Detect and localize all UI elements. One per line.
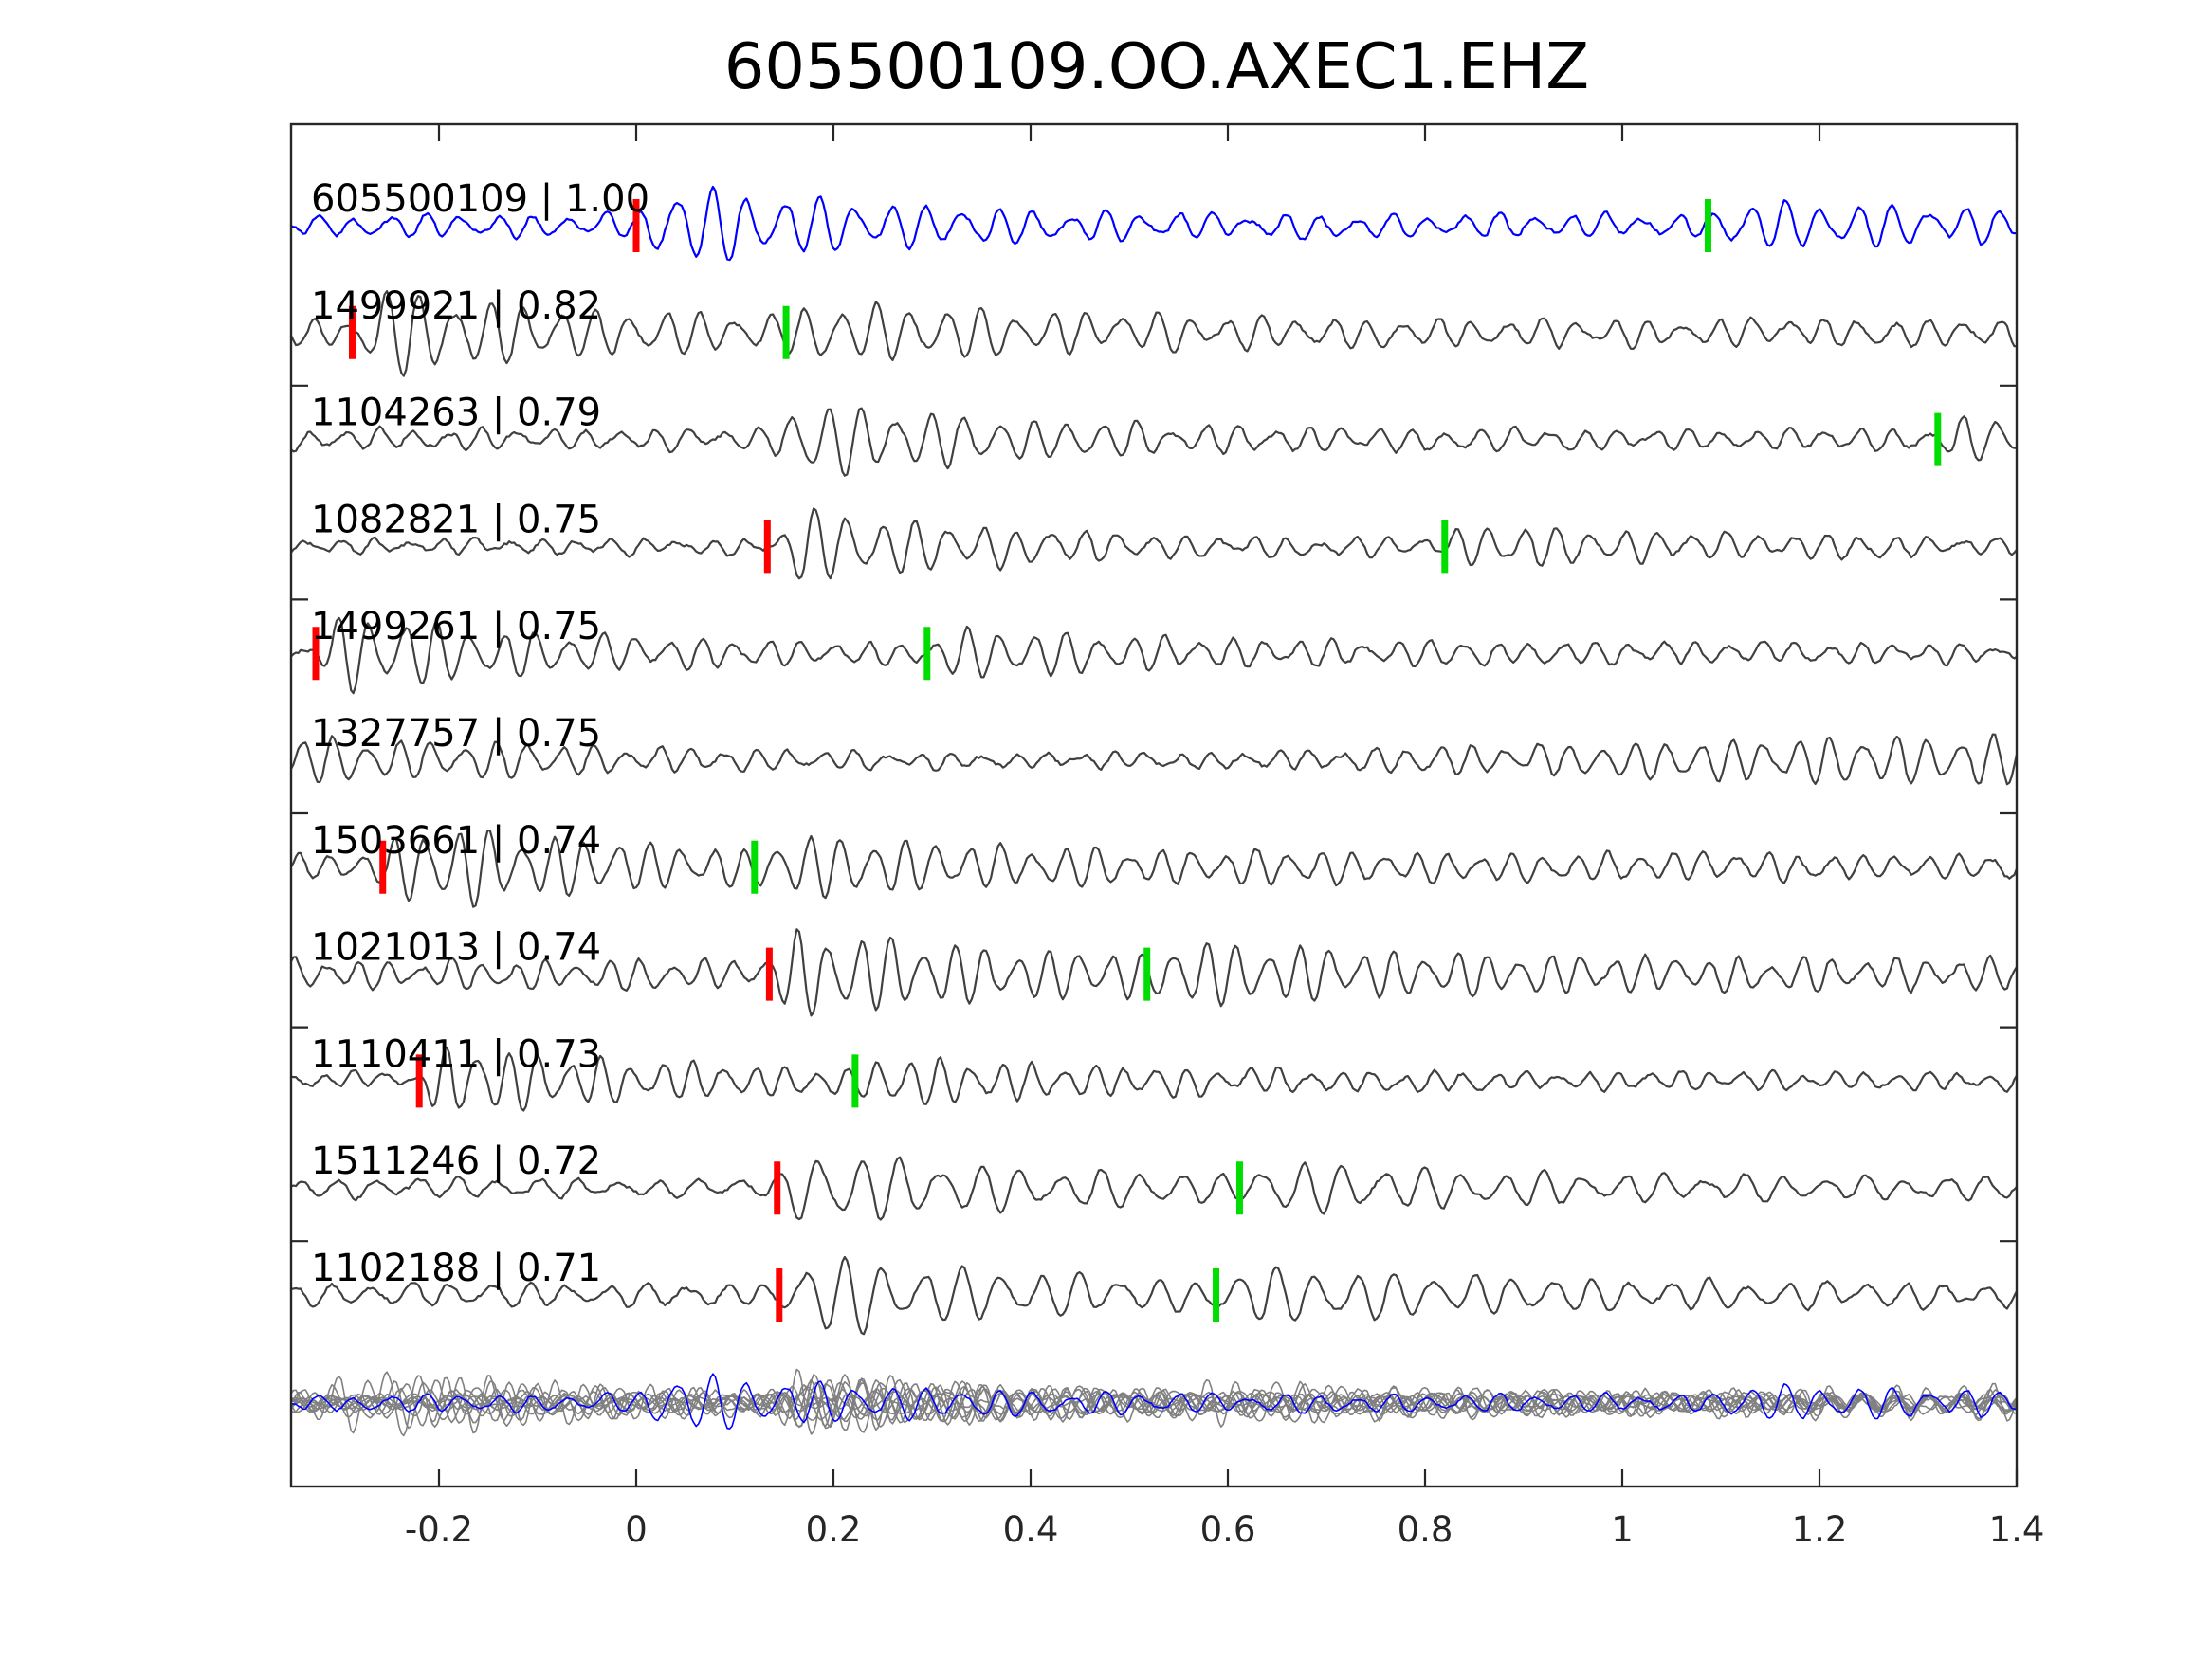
waveform-traces [290, 185, 2019, 1430]
trace-line-0 [290, 185, 2018, 262]
stack-line-6 [290, 1375, 2018, 1434]
stack-line-3 [290, 1374, 2018, 1429]
trace-label-7: 1021013 | 0.74 [311, 926, 601, 970]
trace-label-6: 1503661 | 0.74 [311, 819, 601, 863]
x-tick-label-6: 1 [1611, 1509, 1634, 1550]
trace-label-8: 1110411 | 0.73 [311, 1032, 601, 1076]
trace-line-8 [290, 1046, 2018, 1112]
trace-line-5 [290, 733, 2019, 786]
x-tick-label-1: 0 [625, 1509, 648, 1550]
trace-label-4: 1499261 | 0.75 [311, 605, 601, 648]
trace-line-4 [290, 616, 2018, 695]
trace-line-3 [290, 507, 2018, 580]
stack-line-0 [290, 1373, 2018, 1430]
trace-line-10 [290, 1255, 2018, 1336]
trace-line-2 [290, 407, 2017, 477]
chart-title: 605500109.OO.AXEC1.EHZ [724, 29, 1589, 103]
x-tick-label-7: 1.2 [1792, 1509, 1848, 1550]
phase-picks [312, 199, 1942, 1322]
stack-line-8 [290, 1376, 2018, 1427]
trace-line-6 [290, 830, 2019, 908]
trace-line-1 [290, 290, 2017, 377]
trace-label-10: 1102188 | 0.71 [311, 1247, 601, 1290]
x-tick-label-8: 1.4 [1989, 1509, 2045, 1550]
trace-line-9 [290, 1156, 2018, 1221]
x-axis-ticks: -0.2 0 0.2 0.4 0.6 0.8 1 1.2 1.4 [291, 124, 2044, 1550]
x-tick-label-3: 0.4 [1003, 1509, 1059, 1550]
x-tick-label-2: 0.2 [806, 1509, 862, 1550]
x-tick-label-4: 0.6 [1200, 1509, 1256, 1550]
plot-axes-box [289, 122, 2019, 1488]
trace-label-2: 1104263 | 0.79 [311, 392, 601, 435]
trace-labels: 605500109 | 1.00 1499921 | 0.82 1104263 | … [311, 177, 649, 1290]
trace-label-3: 1082821 | 0.75 [311, 498, 601, 541]
trace-label-1: 1499921 | 0.82 [311, 284, 601, 328]
trace-label-0: 605500109 | 1.00 [311, 177, 649, 221]
trace-label-5: 1327757 | 0.75 [311, 712, 601, 756]
x-tick-label-5: 0.8 [1398, 1509, 1453, 1550]
x-tick-label-0: -0.2 [405, 1509, 473, 1550]
stack-line-7 [290, 1368, 2018, 1435]
trace-label-9: 1511246 | 0.72 [311, 1139, 601, 1183]
stacked-overlay [290, 1368, 2018, 1437]
trace-line-7 [290, 928, 2018, 1017]
